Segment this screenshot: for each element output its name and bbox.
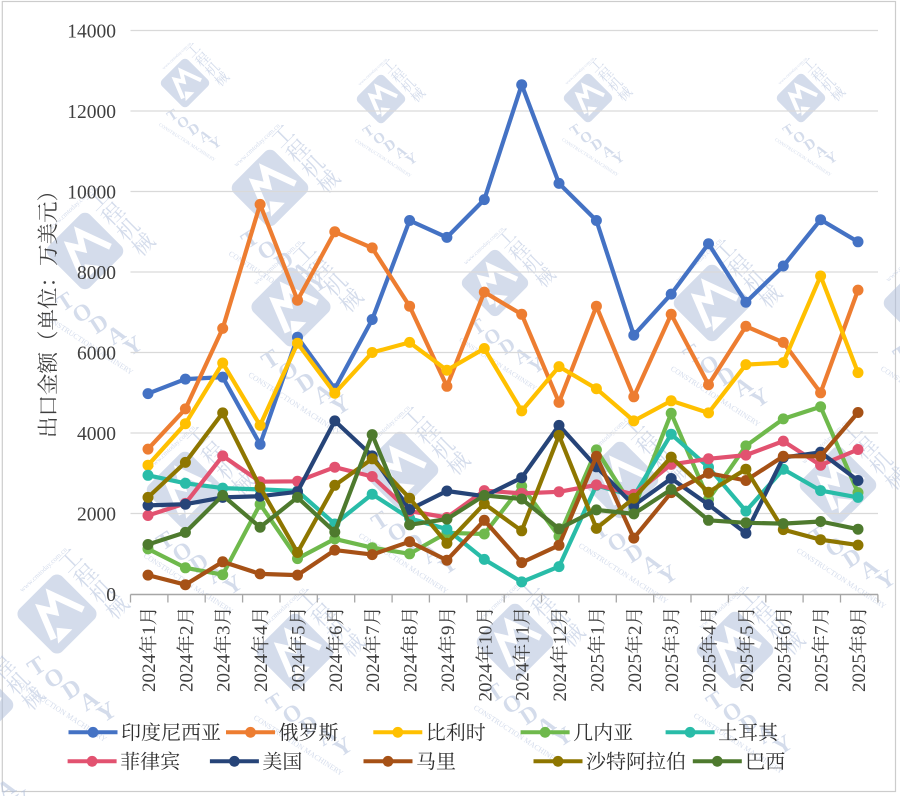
svg-text:2000: 2000 [77, 504, 116, 525]
svg-text:沙特阿拉伯: 沙特阿拉伯 [586, 751, 686, 773]
svg-text:2025年8月: 2025年8月 [848, 607, 870, 693]
svg-text:2025年4月: 2025年4月 [699, 607, 721, 693]
svg-text:2024年2月: 2024年2月 [175, 607, 197, 693]
svg-text:2024年10月: 2024年10月 [474, 607, 496, 702]
svg-text:2024年1月: 2024年1月 [138, 607, 160, 693]
svg-text:2025年1月: 2025年1月 [586, 607, 608, 693]
svg-text:2024年5月: 2024年5月 [288, 607, 310, 693]
svg-text:2024年11月: 2024年11月 [512, 607, 534, 701]
svg-text:12000: 12000 [67, 102, 116, 123]
svg-text:2025年5月: 2025年5月 [736, 607, 758, 693]
svg-text:2024年9月: 2024年9月 [437, 607, 459, 693]
svg-text:巴西: 巴西 [745, 751, 785, 773]
svg-text:出口金额（单位：万美元）: 出口金额（单位：万美元） [37, 180, 61, 438]
svg-text:14000: 14000 [67, 21, 116, 42]
svg-text:2025年2月: 2025年2月 [624, 607, 646, 693]
svg-text:马里: 马里 [416, 751, 456, 773]
svg-text:比利时: 比利时 [426, 722, 486, 744]
svg-text:2025年7月: 2025年7月 [811, 607, 833, 693]
svg-text:0: 0 [106, 585, 116, 606]
svg-text:菲律宾: 菲律宾 [120, 751, 180, 773]
svg-text:10000: 10000 [67, 182, 116, 203]
svg-text:2025年3月: 2025年3月 [661, 607, 683, 693]
svg-text:2024年7月: 2024年7月 [362, 607, 384, 693]
svg-text:印度尼西亚: 印度尼西亚 [121, 721, 221, 744]
svg-text:2024年12月: 2024年12月 [549, 607, 571, 702]
svg-text:几内亚: 几内亚 [573, 722, 633, 744]
svg-text:8000: 8000 [77, 263, 116, 284]
svg-text:2024年6月: 2024年6月 [325, 607, 347, 693]
svg-text:4000: 4000 [77, 424, 116, 445]
svg-text:2024年8月: 2024年8月 [400, 607, 422, 693]
svg-text:2024年3月: 2024年3月 [213, 607, 235, 693]
svg-text:土耳其: 土耳其 [718, 722, 779, 744]
svg-text:2025年6月: 2025年6月 [773, 607, 795, 693]
svg-text:6000: 6000 [77, 343, 116, 364]
svg-text:2024年4月: 2024年4月 [250, 607, 272, 693]
svg-text:美国: 美国 [262, 751, 302, 773]
svg-text:俄罗斯: 俄罗斯 [279, 722, 339, 744]
